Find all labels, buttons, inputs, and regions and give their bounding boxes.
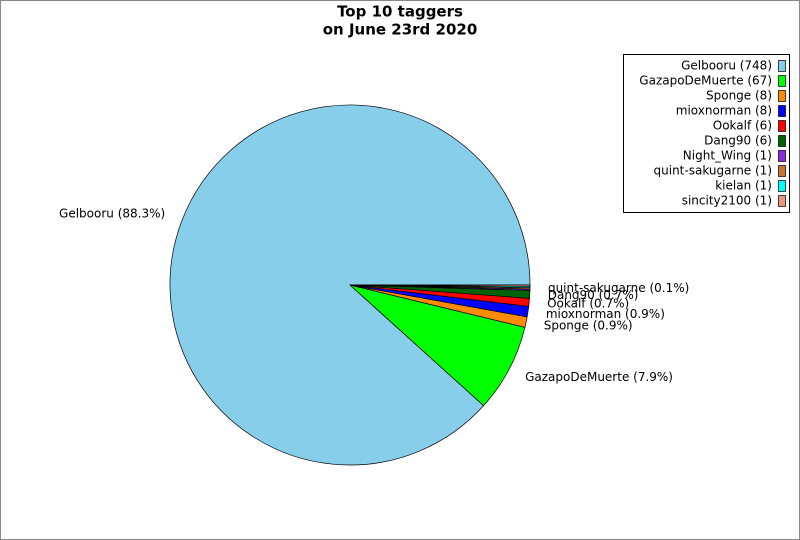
legend-swatch [778,150,786,162]
legend-swatch [778,195,786,207]
slice-label: mioxnorman (0.9%) [546,307,665,321]
legend-box [623,54,790,213]
legend-label: quint-sakugarne (1) [654,164,772,178]
slice-label: Sponge (0.9%) [544,318,633,332]
legend-label: Dang90 (6) [704,134,772,148]
slice-label: Gelbooru (88.3%) [59,206,165,220]
legend-swatch [778,60,786,72]
legend-swatch [778,105,786,117]
legend-swatch [778,180,786,192]
legend-label: sincity2100 (1) [682,194,772,208]
legend-label: Sponge (8) [706,89,772,103]
legend-label: Night_Wing (1) [683,149,772,163]
legend-label: Ookalf (6) [713,119,772,133]
slice-label: Dang90 (0.7%) [548,288,639,302]
legend-label: kielan (1) [715,179,772,193]
legend-swatch [778,165,786,177]
legend-label: GazapoDeMuerte (67) [639,74,772,88]
slice-label: quint-sakugarne (0.1%) [548,281,689,295]
legend-label: mioxnorman (8) [676,104,772,118]
pie-slice [349,284,531,287]
legend-swatch [778,135,786,147]
legend-swatch [778,75,786,87]
slice-label: GazapoDeMuerte (7.9%) [525,370,673,384]
chart-subtitle: on June 23rd 2020 [323,21,478,39]
chart-title: Top 10 taggers [337,3,463,21]
pie-slice [349,284,526,407]
slice-label: Ookalf (0.7%) [547,297,629,311]
legend-swatch [778,120,786,132]
legend-swatch [778,90,786,102]
legend-label: Gelbooru (748) [681,59,772,73]
